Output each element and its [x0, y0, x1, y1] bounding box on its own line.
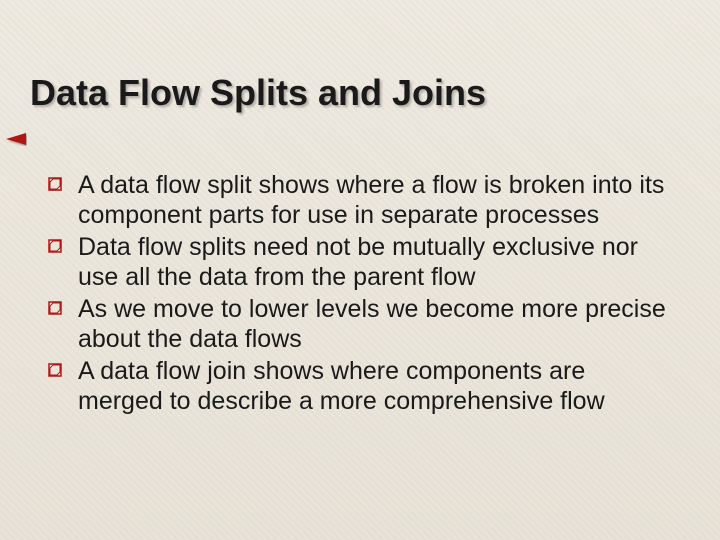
- list-item: A data flow join shows where components …: [48, 356, 672, 416]
- list-item-text: A data flow join shows where components …: [78, 356, 672, 416]
- list-item: Data flow splits need not be mutually ex…: [48, 232, 672, 292]
- list-item: As we move to lower levels we become mor…: [48, 294, 672, 354]
- list-item-text: Data flow splits need not be mutually ex…: [78, 232, 672, 292]
- list-item: A data flow split shows where a flow is …: [48, 170, 672, 230]
- square-bullet-icon: [48, 301, 62, 315]
- bullet-list: A data flow split shows where a flow is …: [48, 170, 672, 418]
- square-bullet-icon: [48, 177, 62, 191]
- square-bullet-icon: [48, 239, 62, 253]
- title-underline-rule: [0, 132, 720, 146]
- square-bullet-icon: [48, 363, 62, 377]
- list-item-text: As we move to lower levels we become mor…: [78, 294, 672, 354]
- slide-title: Data Flow Splits and Joins: [30, 72, 690, 114]
- list-item-text: A data flow split shows where a flow is …: [78, 170, 672, 230]
